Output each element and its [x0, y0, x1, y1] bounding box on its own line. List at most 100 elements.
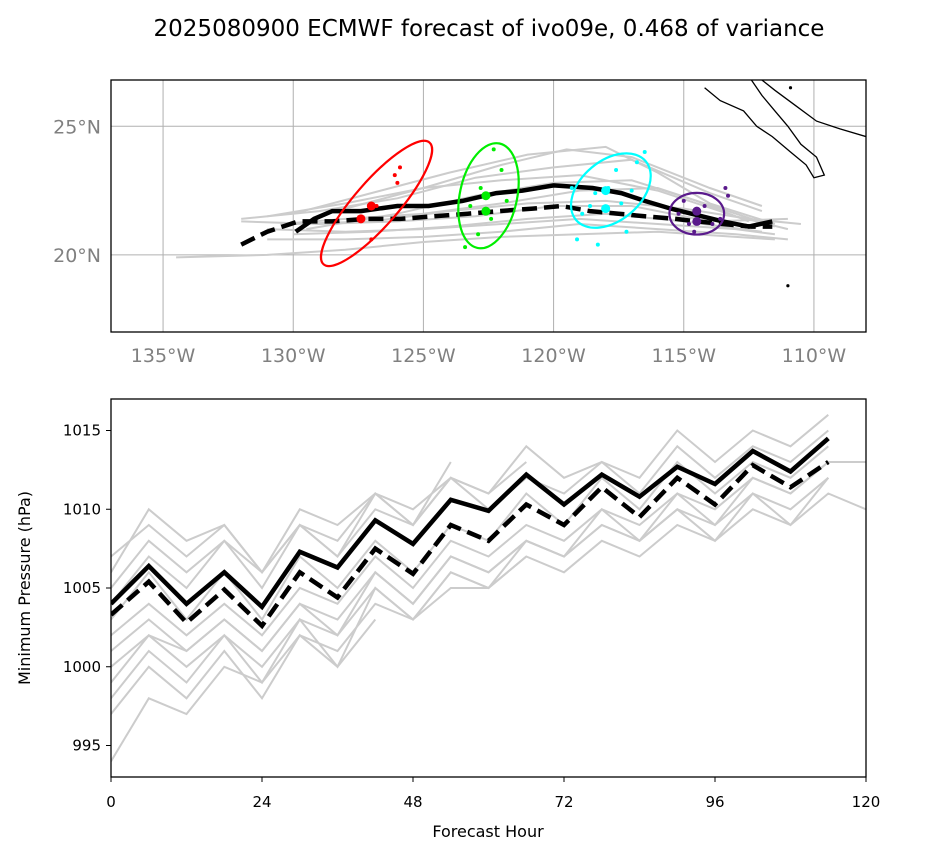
control-position-marker — [692, 216, 702, 226]
pressure-y-tick-label: 995 — [72, 737, 101, 755]
map-x-tick-labels: 135°W 130°W 125°W 120°W 115°W 110°W — [131, 345, 847, 367]
ensemble-position-point — [723, 186, 728, 190]
pressure-ensemble-line — [111, 414, 829, 590]
y-axis-label: Minimum Pressure (hPa) — [15, 491, 34, 685]
pressure-ensemble-line — [111, 477, 829, 653]
pressure-ensemble-line — [111, 618, 377, 715]
ensemble-position-point — [619, 201, 624, 206]
ensemble-position-point — [463, 245, 468, 250]
track-map-panel: 135°W 130°W 125°W 120°W 115°W 110°W 20°N 25°N — [53, 79, 867, 367]
pressure-ensemble-line — [111, 461, 452, 605]
map-x-tick-label: 135°W — [131, 345, 196, 367]
map-y-tick-label: 25°N — [53, 116, 101, 138]
pressure-x-tick-label: 48 — [403, 793, 422, 811]
pressure-x-tick-label: 120 — [852, 793, 881, 811]
ensemble-position-point — [468, 204, 473, 208]
ensemble-position-point — [614, 168, 619, 172]
ensemble-tracks — [176, 145, 801, 259]
ensemble-position-point — [710, 222, 715, 226]
ensemble-position-point — [634, 160, 639, 165]
pressure-x-tick-label: 96 — [705, 793, 724, 811]
pressure-x-ticks: 0 24 48 72 96 120 — [106, 777, 880, 811]
ensemble-position-point — [629, 188, 634, 193]
mean-position-marker — [692, 206, 702, 216]
mean-tracks — [240, 183, 773, 247]
island-marker — [788, 86, 793, 90]
ensemble-position-point — [504, 198, 509, 203]
control-position-marker — [356, 214, 366, 224]
ensemble-position-point — [478, 186, 483, 190]
uncertainty-ellipse — [668, 191, 726, 236]
coastline-mainland — [761, 80, 866, 138]
control-position-marker — [481, 206, 491, 216]
coastline — [704, 80, 866, 288]
ensemble-position-point — [681, 198, 686, 203]
pressure-mean-line — [111, 436, 830, 611]
pressure-ensemble-line — [111, 461, 866, 637]
map-y-tick-label: 20°N — [53, 245, 101, 267]
ensemble-position-point — [491, 147, 496, 152]
ensemble-position-point — [395, 180, 400, 185]
pressure-x-tick-label: 0 — [106, 793, 116, 811]
control-track — [240, 203, 773, 247]
uncertainty-ellipse — [457, 142, 520, 250]
ensemble-position-point — [580, 211, 585, 216]
ensemble-position-point — [595, 242, 600, 247]
pressure-control-line — [111, 460, 830, 630]
pressure-y-ticks: 995 1000 1005 1010 1015 — [63, 422, 111, 755]
pressure-ensemble-line — [111, 461, 527, 575]
map-x-tick-label: 125°W — [391, 345, 456, 367]
pressure-x-tick-label: 72 — [554, 793, 573, 811]
ensemble-position-point — [718, 216, 723, 221]
map-y-tick-labels: 20°N 25°N — [53, 116, 101, 267]
chart-title: 2025080900 ECMWF forecast of ivo09e, 0.4… — [154, 16, 825, 42]
ensemble-position-point — [588, 204, 593, 208]
pressure-panel: 0 24 48 72 96 120 995 1000 1005 1010 1015 Forecas… — [15, 398, 880, 841]
uncertainty-ellipses — [319, 139, 731, 268]
ensemble-position-point — [676, 211, 681, 216]
ensemble-track — [293, 199, 801, 225]
ensemble-position-point — [369, 237, 374, 242]
mean-position-marker — [481, 191, 491, 201]
control-position-marker — [601, 204, 611, 214]
ensemble-position-point — [726, 193, 731, 198]
ensemble-position-point — [642, 150, 647, 154]
island-marker — [786, 284, 790, 288]
ensemble-position-point — [624, 229, 629, 234]
ensemble-position-point — [489, 216, 494, 221]
pressure-y-tick-label: 1015 — [63, 422, 101, 440]
ensemble-position-point — [575, 237, 580, 242]
mean-position-marker — [366, 201, 376, 211]
pressure-y-tick-label: 1000 — [63, 658, 101, 676]
ensemble-position-point — [499, 168, 504, 172]
pressure-y-tick-label: 1010 — [63, 500, 101, 518]
ensemble-position-point — [397, 165, 402, 170]
ensemble-position-point — [686, 222, 691, 226]
ensemble-track — [267, 222, 788, 241]
uncertainty-ellipse — [319, 139, 434, 268]
ensemble-position-point — [692, 229, 697, 234]
pressure-x-tick-label: 24 — [252, 793, 271, 811]
mean-track — [294, 183, 773, 234]
ensemble-position-point — [476, 232, 481, 237]
ensemble-position-point — [392, 173, 397, 178]
coastline-baja — [704, 80, 826, 179]
ensemble-position-point — [702, 204, 707, 208]
map-x-tick-label: 115°W — [651, 345, 716, 367]
pressure-mean-lines — [111, 436, 830, 630]
pressure-ensemble-line — [111, 429, 829, 574]
mean-position-marker — [601, 186, 611, 196]
uncertainty-ellipse — [569, 152, 652, 229]
map-x-tick-label: 130°W — [261, 345, 326, 367]
ensemble-position-point — [569, 186, 574, 190]
x-axis-label: Forecast Hour — [432, 822, 544, 841]
ensemble-track — [176, 230, 775, 259]
pressure-ensemble-line — [111, 492, 866, 762]
map-frame — [110, 79, 867, 333]
ensemble-track — [292, 145, 776, 225]
ensemble-track — [345, 148, 763, 210]
map-x-tick-label: 110°W — [782, 345, 847, 367]
ensemble-position-point — [593, 191, 598, 196]
map-x-tick-label: 120°W — [521, 345, 586, 367]
